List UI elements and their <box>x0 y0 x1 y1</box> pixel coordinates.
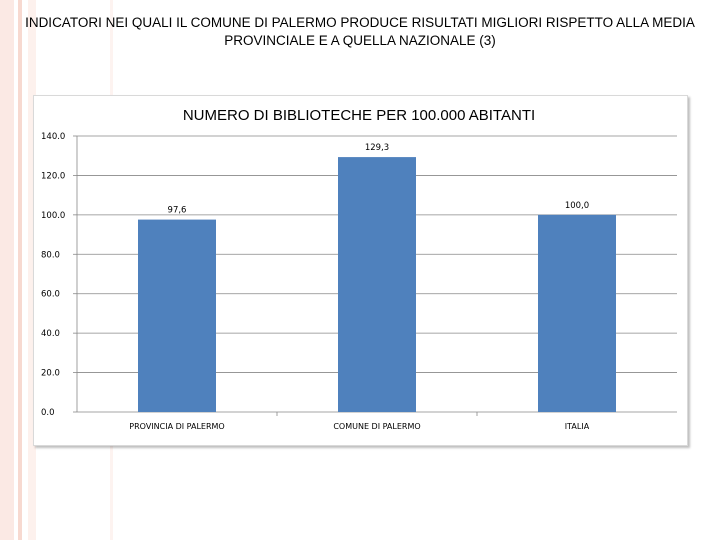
bar <box>538 214 616 412</box>
decorative-stripe <box>28 0 36 540</box>
x-tick-label: COMUNE DI PALERMO <box>333 422 420 431</box>
x-tick-label: ITALIA <box>565 422 590 431</box>
y-tick-label: 20.0 <box>41 369 60 379</box>
bars <box>138 157 616 412</box>
labels: 0.0 20.0 40.0 60.0 80.0 100.0 120.0 140.0 97,6 PR… <box>41 132 590 431</box>
data-label: 97,6 <box>168 206 187 216</box>
y-tick-label: 60.0 <box>41 290 60 300</box>
data-label: 129,3 <box>365 143 389 153</box>
bar <box>138 219 216 412</box>
bar <box>338 157 416 412</box>
chart-container: NUMERO DI BIBLIOTECHE PER 100.000 ABITAN… <box>33 95 688 446</box>
chart-title: NUMERO DI BIBLIOTECHE PER 100.000 ABITAN… <box>183 107 535 124</box>
y-tick-label: 120.0 <box>41 171 65 181</box>
decorative-stripe <box>0 0 14 540</box>
decorative-stripe <box>18 0 22 540</box>
bar-chart: NUMERO DI BIBLIOTECHE PER 100.000 ABITAN… <box>41 107 677 431</box>
y-tick-label: 140.0 <box>41 132 65 142</box>
y-tick-label: 80.0 <box>41 250 60 260</box>
data-label: 100,0 <box>565 201 589 211</box>
slide-title: INDICATORI NEI QUALI IL COMUNE DI PALERM… <box>25 15 695 48</box>
y-tick-label: 40.0 <box>41 329 60 339</box>
x-tick-label: PROVINCIA DI PALERMO <box>129 422 224 431</box>
y-tick-label: 100.0 <box>41 211 65 221</box>
y-tick-label: 0.0 <box>41 408 55 418</box>
